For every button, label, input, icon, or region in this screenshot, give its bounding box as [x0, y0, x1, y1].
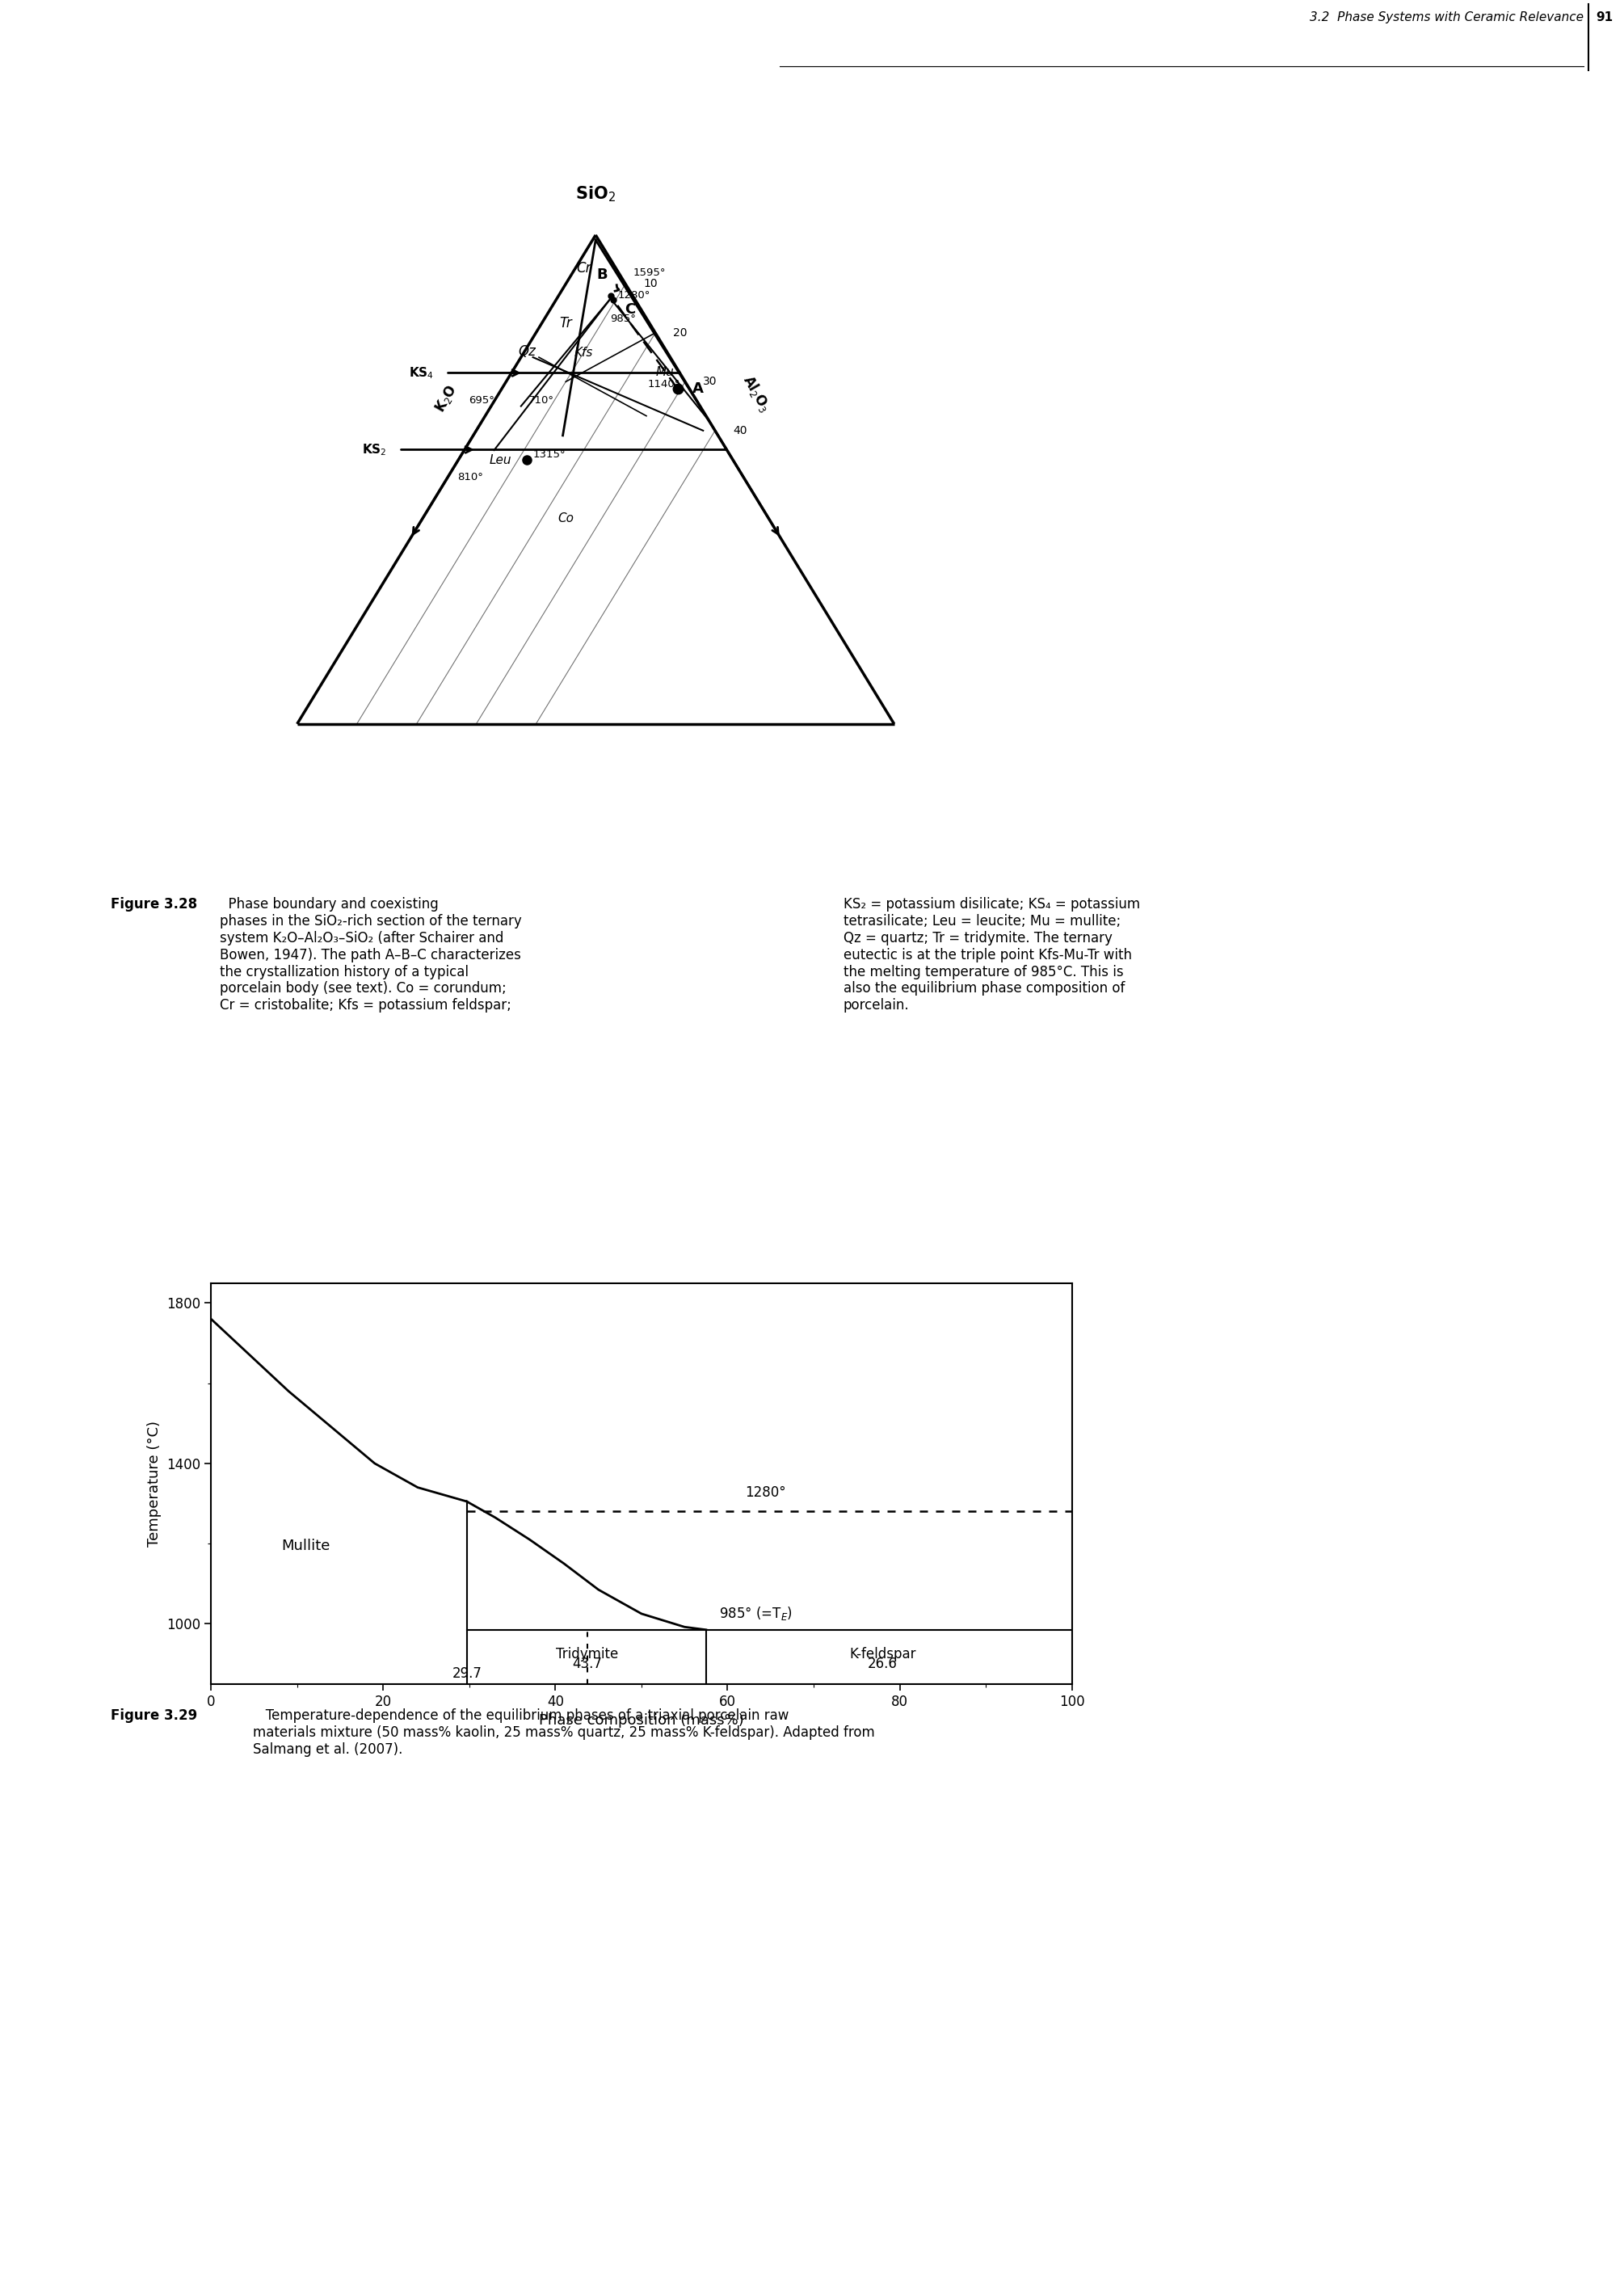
Text: B: B — [596, 268, 607, 282]
Text: 695°: 695° — [468, 394, 494, 406]
Text: Mullite: Mullite — [281, 1537, 330, 1553]
Text: SiO$_2$: SiO$_2$ — [575, 186, 615, 204]
Text: Kfs: Kfs — [575, 346, 593, 357]
Text: 10: 10 — [643, 277, 658, 289]
Text: Tr: Tr — [559, 316, 572, 330]
Text: K$_2$O: K$_2$O — [432, 383, 461, 415]
Text: 1595°: 1595° — [633, 268, 666, 277]
Text: 985° (=T$_E$): 985° (=T$_E$) — [719, 1604, 793, 1622]
Y-axis label: Temperature (°C): Temperature (°C) — [148, 1420, 162, 1546]
Text: 1280°: 1280° — [619, 289, 651, 300]
Text: 43.7: 43.7 — [572, 1656, 603, 1672]
Text: 810°: 810° — [458, 472, 484, 483]
Text: K-feldspar: K-feldspar — [849, 1647, 916, 1661]
Text: Co: Co — [557, 513, 573, 525]
Text: 710°: 710° — [528, 396, 554, 406]
Text: 20: 20 — [674, 328, 687, 339]
Text: 1280°: 1280° — [745, 1487, 786, 1501]
Text: 91: 91 — [1595, 11, 1613, 23]
Text: Leu: Leu — [489, 454, 512, 465]
Text: Mu: Mu — [656, 367, 674, 378]
Text: KS₂ = potassium disilicate; KS₄ = potassium
tetrasilicate; Leu = leucite; Mu = m: KS₂ = potassium disilicate; KS₄ = potass… — [843, 898, 1140, 1013]
Text: 26.6: 26.6 — [867, 1656, 898, 1672]
Text: KS$_2$: KS$_2$ — [362, 442, 387, 458]
Text: KS$_4$: KS$_4$ — [409, 364, 434, 380]
Text: Al$_2$O$_3$: Al$_2$O$_3$ — [739, 371, 775, 415]
Text: Qz: Qz — [518, 344, 536, 360]
Text: 1140°: 1140° — [648, 378, 680, 389]
Text: 3.2  Phase Systems with Ceramic Relevance: 3.2 Phase Systems with Ceramic Relevance — [1309, 11, 1583, 23]
Text: 30: 30 — [703, 376, 718, 387]
Text: A: A — [693, 383, 703, 396]
Text: Phase boundary and coexisting
phases in the SiO₂-rich section of the ternary
sys: Phase boundary and coexisting phases in … — [221, 898, 523, 1013]
Text: C: C — [625, 302, 635, 316]
Text: Cr: Cr — [577, 261, 591, 275]
Text: 1315°: 1315° — [533, 449, 565, 460]
X-axis label: Phase composition (mass%): Phase composition (mass%) — [539, 1714, 744, 1727]
Text: 985°: 985° — [611, 314, 635, 325]
Text: 29.7: 29.7 — [451, 1666, 482, 1682]
Text: 40: 40 — [732, 424, 747, 435]
Text: Temperature-dependence of the equilibrium phases of a triaxial porcelain raw
mat: Temperature-dependence of the equilibriu… — [253, 1709, 875, 1757]
Text: Figure 3.28: Figure 3.28 — [110, 898, 198, 912]
Text: Figure 3.29: Figure 3.29 — [110, 1709, 198, 1723]
Text: Tridymite: Tridymite — [555, 1647, 619, 1661]
